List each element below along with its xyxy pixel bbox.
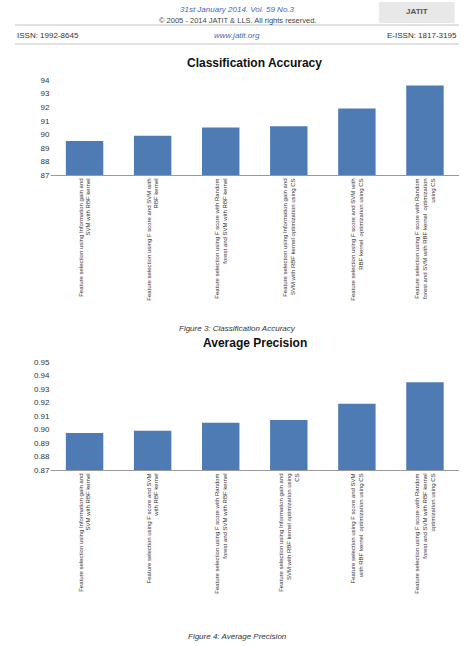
svg-text:Feature selection using Inform: Feature selection using Information gain… (282, 178, 296, 296)
svg-text:0.90: 0.90 (34, 425, 50, 434)
svg-text:Feature selection using F scor: Feature selection using F score and SVM … (350, 178, 364, 300)
svg-text:0.88: 0.88 (34, 452, 50, 461)
svg-text:www.jatit.org: www.jatit.org (214, 31, 260, 40)
svg-text:0.94: 0.94 (34, 371, 50, 380)
svg-text:Figure 4: Average Precision: Figure 4: Average Precision (188, 632, 287, 641)
svg-text:Feature selection using F scor: Feature selection using F score and SVM … (146, 178, 160, 300)
svg-text:ISSN: 1992-8645: ISSN: 1992-8645 (17, 31, 79, 40)
svg-text:0.91: 0.91 (34, 412, 50, 421)
svg-text:89: 89 (41, 144, 50, 153)
svg-text:0.87: 0.87 (34, 466, 50, 475)
svg-text:Average Precision: Average Precision (203, 336, 307, 350)
svg-text:Feature selection using Inform: Feature selection using Information gain… (78, 473, 92, 591)
svg-text:94: 94 (41, 76, 50, 85)
svg-text:0.95: 0.95 (34, 358, 50, 367)
svg-text:Feature selection using F scor: Feature selection using F score with Ran… (414, 473, 436, 593)
svg-text:92: 92 (41, 103, 50, 112)
svg-text:Figure 3: Classification Accur: Figure 3: Classification Accuracy (179, 324, 296, 333)
svg-text:JATIT: JATIT (406, 7, 428, 16)
svg-text:Feature selection using F scor: Feature selection using F score with Ran… (214, 473, 228, 593)
svg-text:91: 91 (41, 117, 50, 126)
svg-text:Feature selection using Inform: Feature selection using Information gain… (278, 473, 300, 591)
svg-text:Feature selection using F scor: Feature selection using F score and SVMw… (350, 473, 364, 583)
svg-text:© 2005 - 2014 JATIT & LLS. All: © 2005 - 2014 JATIT & LLS. All rights re… (159, 16, 316, 25)
svg-text:Feature selection using F scor: Feature selection using F score and SVMw… (146, 473, 160, 583)
svg-text:0.92: 0.92 (34, 398, 50, 407)
svg-text:E-ISSN: 1817-3195: E-ISSN: 1817-3195 (387, 31, 457, 40)
svg-text:90: 90 (41, 130, 50, 139)
svg-text:Feature selection using F scor: Feature selection using F score with Ran… (214, 178, 228, 298)
svg-text:Feature selection using F scor: Feature selection using F score with Ran… (414, 178, 436, 299)
svg-text:Classification Accuracy: Classification Accuracy (187, 56, 322, 70)
svg-text:Feature selection using Inform: Feature selection using Information gain… (78, 178, 92, 296)
svg-text:87: 87 (41, 171, 50, 180)
svg-text:93: 93 (41, 89, 50, 98)
svg-text:31st January 2014. Vol. 59 No.: 31st January 2014. Vol. 59 No.3 (180, 5, 295, 14)
svg-text:0.93: 0.93 (34, 385, 50, 394)
svg-text:88: 88 (41, 157, 50, 166)
svg-text:0.89: 0.89 (34, 439, 50, 448)
